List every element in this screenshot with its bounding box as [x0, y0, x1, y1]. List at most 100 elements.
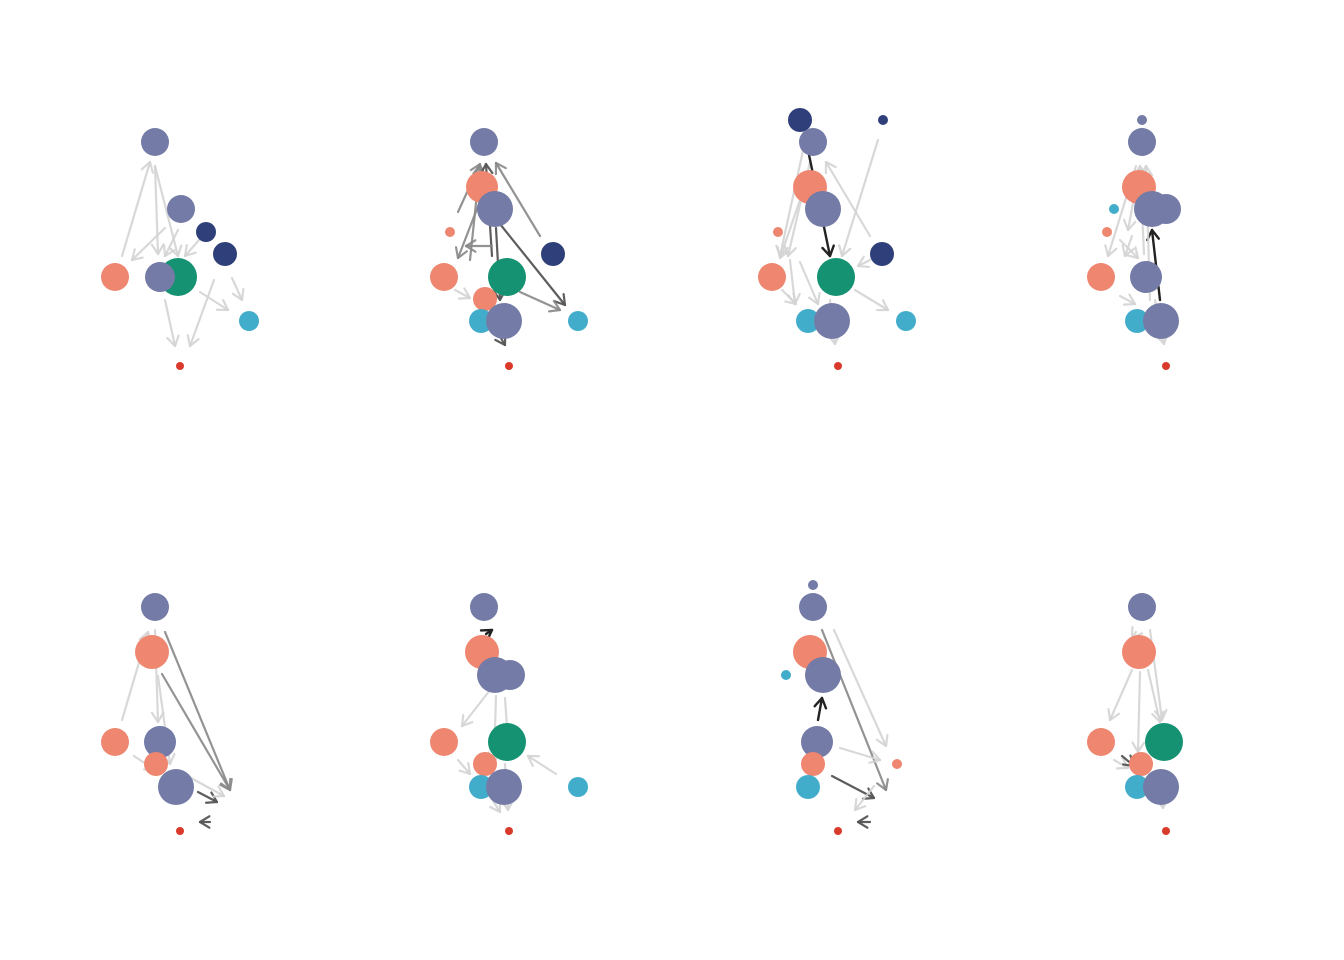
network-node [176, 362, 184, 370]
network-node [834, 827, 842, 835]
network-node [1109, 204, 1119, 214]
network-node [196, 222, 216, 242]
network-node [773, 227, 783, 237]
network-node [213, 242, 237, 266]
edge-arrow [780, 288, 798, 306]
network-node [477, 657, 513, 693]
edge-arrow [1118, 293, 1137, 306]
network-node [1102, 227, 1112, 237]
edge-arrow [464, 239, 494, 253]
network-node [834, 362, 842, 370]
edge-arrow [853, 288, 890, 312]
network-node [469, 309, 493, 333]
network-node [568, 311, 588, 331]
edge-arrow [838, 746, 882, 764]
network-node [758, 263, 786, 291]
network-node [505, 827, 513, 835]
network-node [1130, 261, 1162, 293]
network-node [1129, 752, 1153, 776]
network-node [896, 311, 916, 331]
edge-arrow [838, 138, 880, 258]
network-node [144, 752, 168, 776]
edge-arrow [163, 298, 180, 348]
network-node [817, 258, 855, 296]
edge-arrow [456, 758, 472, 776]
edge-arrow [150, 164, 165, 256]
network-node [101, 728, 129, 756]
edge-arrow [518, 290, 562, 313]
edge-arrow [494, 161, 542, 238]
network-node [1143, 769, 1179, 805]
network-node [505, 362, 513, 370]
edge-arrow [856, 255, 872, 269]
edge-arrow [1131, 670, 1146, 754]
edge-arrow [130, 226, 167, 262]
edge-arrow [820, 628, 889, 792]
network-node [486, 769, 522, 805]
network-node [892, 759, 902, 769]
network-node [870, 242, 894, 266]
network-node [801, 752, 825, 776]
network-node [469, 775, 493, 799]
network-node [473, 752, 497, 776]
network-node [486, 303, 522, 339]
edge-arrow [198, 815, 212, 829]
edge-arrow [824, 160, 872, 238]
network-node [445, 227, 455, 237]
network-node [1128, 593, 1156, 621]
network-node [1128, 128, 1156, 156]
edge-arrow [853, 784, 876, 812]
network-node [1162, 362, 1170, 370]
network-node [135, 635, 169, 669]
network-node [158, 769, 194, 805]
network-node [568, 777, 588, 797]
network-node [1143, 303, 1179, 339]
panel-2 [430, 128, 588, 370]
network-node [430, 263, 458, 291]
network-node [878, 115, 888, 125]
network-node [814, 303, 850, 339]
edge-arrow [1107, 668, 1134, 722]
network-node [473, 287, 497, 311]
network-node [145, 262, 175, 292]
panel-1 [101, 128, 259, 370]
network-node [101, 263, 129, 291]
edge-arrow [776, 198, 802, 260]
network-node [470, 128, 498, 156]
edge-arrow [163, 630, 233, 792]
edge-arrow [813, 696, 828, 722]
network-node [167, 195, 195, 223]
edge-arrow [798, 260, 821, 306]
network-node [801, 726, 833, 758]
edge-arrow [1118, 238, 1140, 260]
network-node [799, 593, 827, 621]
panel-6 [430, 593, 588, 835]
edge-arrow [498, 222, 567, 307]
edge-arrow [160, 672, 232, 792]
network-node [788, 108, 812, 132]
edge-arrow [526, 754, 558, 776]
edge-arrow [230, 276, 245, 302]
network-node [430, 728, 458, 756]
network-node [141, 128, 169, 156]
network-node [799, 128, 827, 156]
network-node [1137, 115, 1147, 125]
network-node [1125, 309, 1149, 333]
network-node [1087, 728, 1115, 756]
panel-7 [781, 580, 902, 835]
edge-arrow [162, 228, 180, 258]
network-node [805, 657, 841, 693]
edge-arrow [186, 278, 216, 348]
network-node [176, 827, 184, 835]
network-node [805, 191, 841, 227]
network-node [144, 726, 176, 758]
edge-arrow [453, 287, 472, 300]
edge-arrow [460, 688, 492, 728]
network-node [808, 580, 818, 590]
network-node [1145, 723, 1183, 761]
edge-arrow [1112, 757, 1130, 770]
panel-4 [1087, 115, 1181, 370]
network-node [796, 775, 820, 799]
panel-8 [1087, 593, 1183, 835]
